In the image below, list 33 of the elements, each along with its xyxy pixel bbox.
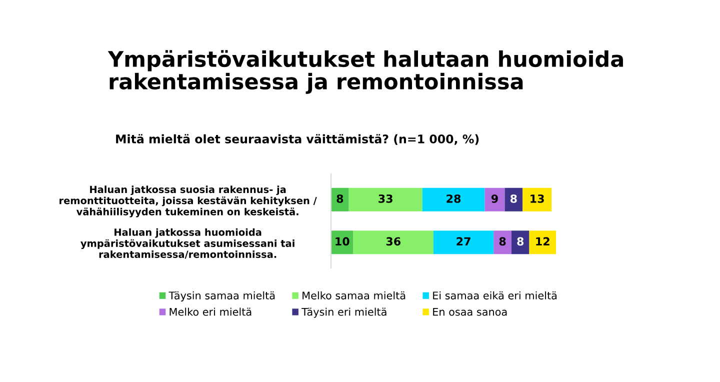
bar — [331, 188, 349, 212]
chart-title: Ympäristövaikutukset halutaan huomioida rakentamisessa ja remontoinnissa — [108, 50, 623, 94]
legend-label: Täysin eri mieltä — [302, 308, 386, 318]
bar — [353, 230, 434, 254]
data-label: 12 — [536, 237, 550, 246]
data-label: 8 — [499, 237, 506, 246]
legend-label: Ei samaa eikä eri mieltä — [433, 291, 557, 300]
data-label: 36 — [386, 237, 401, 246]
chart-subtitle: Mitä mieltä olet seuraavista väittämistä? (n=1 000, %) — [116, 134, 479, 145]
bar — [494, 230, 512, 254]
legend-label: Täysin samaa mieltä — [168, 291, 275, 302]
data-label: 27 — [456, 237, 470, 246]
bar — [511, 230, 530, 254]
data-label: 8 — [517, 237, 524, 246]
y-tick-label: Haluan jatkossa suosia rakennus- ja remonttituotteita, joissa kestävän kehityksen / vähähiilisyyden tukeminen on keskeistä. — [60, 186, 317, 218]
legend-label: En osaa sanoa — [433, 308, 507, 316]
y-tick-label: Haluan jatkossa huomioida ympäristövaikutukset asumisessani tai rakentamisessa/remontoinnissa. — [80, 228, 294, 259]
bar — [484, 188, 505, 212]
bar — [522, 188, 552, 212]
bar — [348, 188, 422, 212]
bar — [422, 188, 485, 212]
bar — [433, 230, 494, 254]
data-label: 9 — [491, 194, 498, 203]
bar — [504, 188, 523, 212]
legend-label: Melko eri mieltä — [170, 308, 252, 316]
data-label: 8 — [510, 194, 517, 203]
data-label: 28 — [446, 194, 461, 203]
data-label: 13 — [530, 194, 544, 203]
data-label: 33 — [378, 194, 392, 203]
data-label: 8 — [336, 194, 344, 203]
legend-label: Melko samaa mieltä — [302, 291, 406, 300]
data-label: 10 — [336, 237, 350, 246]
bar — [529, 230, 556, 254]
